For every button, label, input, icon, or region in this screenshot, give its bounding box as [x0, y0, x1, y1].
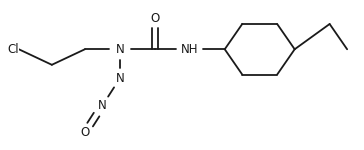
Text: Cl: Cl: [7, 43, 19, 56]
Text: O: O: [150, 12, 159, 25]
Text: N: N: [98, 99, 107, 112]
Text: N: N: [115, 43, 124, 56]
Text: N: N: [115, 72, 124, 85]
Text: NH: NH: [181, 43, 198, 56]
Text: O: O: [80, 126, 90, 139]
